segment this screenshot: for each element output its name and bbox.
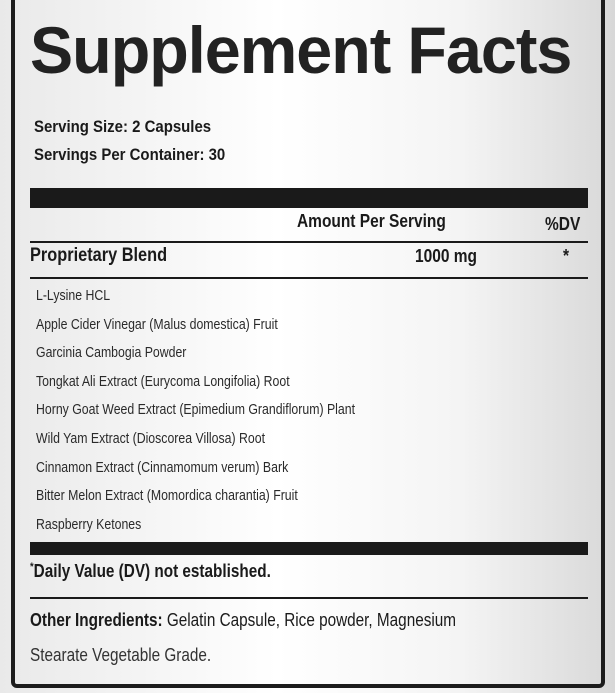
other-ingredients-line1: Gelatin Capsule, Rice powder, Magnesium xyxy=(162,610,457,630)
ingredient-item: Apple Cider Vinegar (Malus domestica) Fr… xyxy=(36,315,278,333)
blend-name: Proprietary Blend xyxy=(30,245,168,266)
ingredient-item: Horny Goat Weed Extract (Epimedium Grand… xyxy=(36,401,356,419)
divider xyxy=(30,241,588,243)
daily-value-footnote: *Daily Value (DV) not established. xyxy=(30,561,271,582)
label-border xyxy=(11,0,605,688)
ingredient-item: Tongkat Ali Extract (Eurycoma Longifolia… xyxy=(36,372,290,390)
thick-divider xyxy=(30,542,588,555)
footnote-asterisk: * xyxy=(30,561,34,573)
ingredient-item: Raspberry Ketones xyxy=(36,515,142,533)
dv-header: %DV xyxy=(545,214,581,234)
blend-dv: * xyxy=(563,246,570,266)
page-title: Supplement Facts xyxy=(30,13,572,87)
blend-amount: 1000 mg xyxy=(415,246,477,266)
ingredient-item: Bitter Melon Extract (Momordica charanti… xyxy=(36,487,298,505)
amount-header: Amount Per Serving xyxy=(297,211,446,231)
servings-per-container: Servings Per Container: 30 xyxy=(34,145,226,164)
other-ingredients-label: Other Ingredients: xyxy=(30,610,163,630)
ingredient-item: Wild Yam Extract (Dioscorea Villosa) Roo… xyxy=(36,430,265,447)
footnote-text: Daily Value (DV) not established. xyxy=(33,561,271,581)
ingredient-item: Cinnamon Extract (Cinnamomum verum) Bark xyxy=(36,458,289,476)
ingredient-item: Garcinia Cambogia Powder xyxy=(36,344,187,362)
other-ingredients: Other Ingredients: Gelatin Capsule, Rice… xyxy=(30,610,456,631)
other-ingredients-line2: Stearate Vegetable Grade. xyxy=(30,645,212,665)
thick-divider xyxy=(30,188,588,208)
divider xyxy=(30,597,588,599)
divider xyxy=(30,277,588,279)
ingredient-item: L-Lysine HCL xyxy=(36,287,111,304)
serving-size: Serving Size: 2 Capsules xyxy=(34,117,212,136)
